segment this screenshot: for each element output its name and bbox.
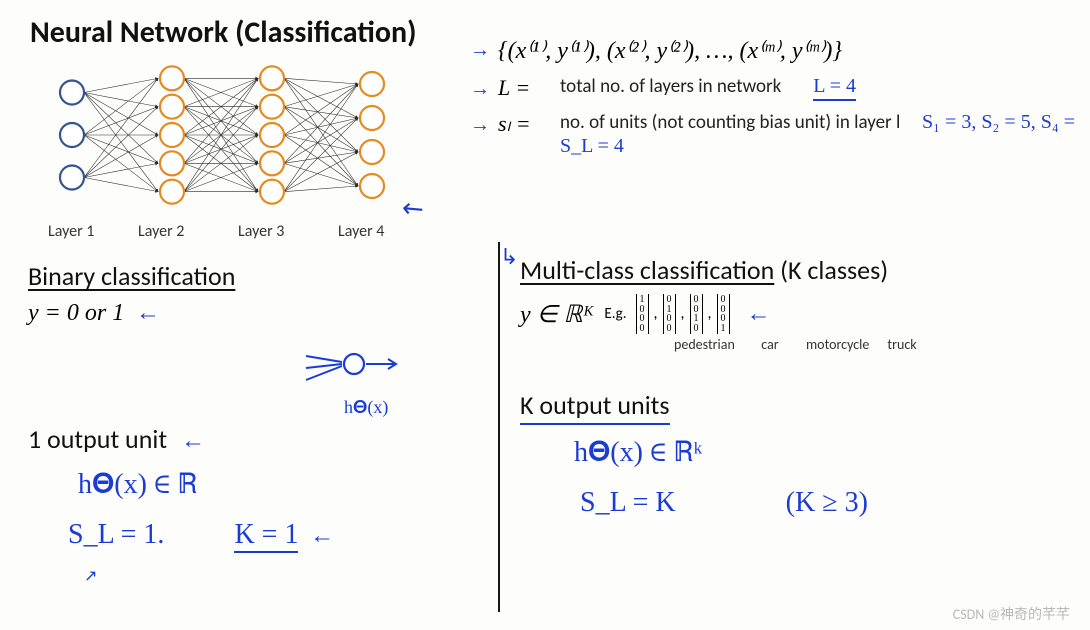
arrow-icon: →	[470, 36, 490, 60]
one-hot-vector: 1000	[636, 294, 649, 334]
multi-SL: S_L = K	[580, 487, 676, 519]
vector-class-labels: pedestrian car motorcycle truck	[674, 336, 1070, 353]
arrow-to-multiclass-icon: ↳	[500, 244, 518, 270]
single-output-sketch: h𝚯(x)	[298, 338, 418, 418]
hx-label: h𝚯(x)	[344, 397, 418, 418]
layer1-label: Layer 1	[48, 222, 94, 241]
L-handwritten: L = 4	[813, 75, 856, 101]
one-hot-vector: 0010	[690, 294, 703, 334]
watermark: CSDN @神奇的芊芊	[953, 604, 1070, 624]
arrow-left-icon: ←	[181, 428, 205, 454]
example-vectors: 1000,0100,0010,0001	[633, 294, 733, 334]
L-symbol: L =	[498, 75, 552, 101]
arrow-left-icon: ←	[747, 301, 771, 328]
class-label: pedestrian	[674, 336, 734, 353]
multi-title: Multi-class classification	[520, 254, 774, 286]
s-row: → sₗ = no. of units (not counting bias u…	[470, 111, 1080, 158]
binary-SL: S_L = 1.	[68, 519, 164, 551]
class-label: motorcycle	[806, 336, 866, 353]
layer3-label: Layer 3	[238, 222, 284, 241]
multi-output-label: K output units	[520, 389, 670, 425]
binary-title: Binary classification	[28, 260, 478, 292]
one-hot-vector: 0001	[717, 294, 730, 334]
multi-hx-in-Rk: h𝚯(x) ∈ ℝᵏ	[574, 437, 1070, 469]
arrow-left-icon: ←	[136, 300, 160, 326]
s-symbol: sₗ =	[498, 111, 552, 137]
vertical-divider	[498, 242, 500, 612]
one-hot-vector: 0100	[663, 294, 676, 334]
multi-title-suffix: (K classes)	[774, 254, 888, 286]
layer4-label: Layer 4	[338, 222, 384, 241]
multiclass-section: Multi-class classification (K classes) y…	[520, 254, 1070, 519]
binary-y-expr: y = 0 or 1	[28, 300, 124, 326]
binary-output-label: 1 output unit	[28, 423, 167, 455]
small-arrow-icon: ↗	[84, 566, 97, 586]
multi-K-constraint: (K ≥ 3)	[786, 487, 868, 519]
binary-hx-in-R: h𝚯(x) ∈ ℝ	[78, 469, 478, 501]
definitions-block: → {(x⁽¹⁾, y⁽¹⁾), (x⁽²⁾, y⁽²⁾), …, (x⁽ᵐ⁾,…	[470, 36, 1080, 168]
L-row: → L = total no. of layers in network L =…	[470, 75, 1080, 101]
multi-y-expr: y ∈ ℝᴷ	[520, 300, 594, 329]
binary-K: K = 1	[234, 519, 298, 553]
L-description: total no. of layers in network	[560, 75, 781, 99]
eg-label: E.g.	[604, 305, 626, 323]
binary-classification-section: Binary classification y = 0 or 1 ← h𝚯(x)…	[28, 260, 478, 551]
dataset-expr: {(x⁽¹⁾, y⁽¹⁾), (x⁽²⁾, y⁽²⁾), …, (x⁽ᵐ⁾, y…	[498, 36, 842, 65]
dataset-row: → {(x⁽¹⁾, y⁽¹⁾), (x⁽²⁾, y⁽²⁾), …, (x⁽ᵐ⁾,…	[470, 36, 1080, 65]
class-label: car	[740, 336, 800, 353]
arrow-icon: →	[470, 111, 490, 135]
s-description: no. of units (not counting bias unit) in…	[560, 111, 900, 134]
neural-network-diagram	[22, 46, 442, 226]
arrow-icon: →	[470, 75, 490, 99]
class-label: truck	[872, 336, 932, 353]
layer2-label: Layer 2	[138, 222, 184, 241]
arrow-left-icon: ←	[310, 523, 334, 549]
